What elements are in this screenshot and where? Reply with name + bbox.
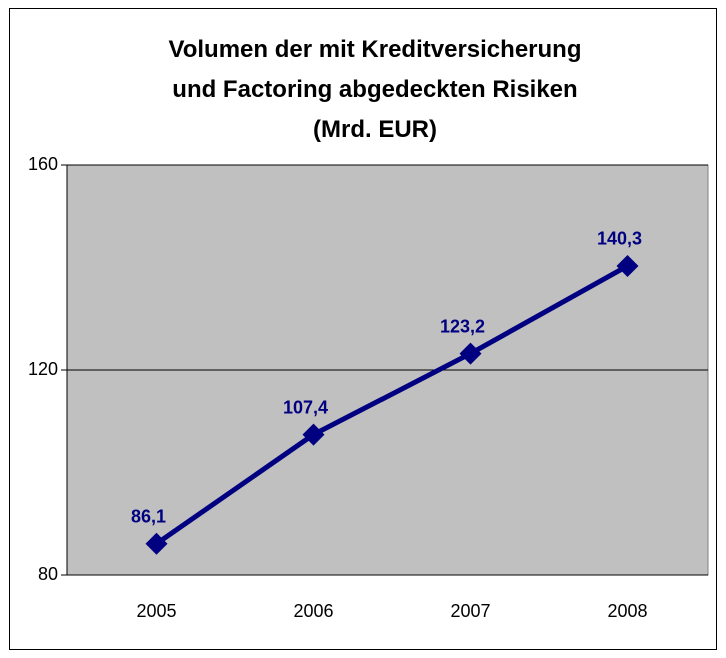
x-tick-label: 2006 — [293, 601, 333, 621]
data-label: 86,1 — [131, 506, 166, 526]
data-label: 123,2 — [440, 316, 485, 336]
y-tick-label: 160 — [28, 154, 58, 174]
x-tick-label: 2007 — [450, 601, 490, 621]
y-tick-label: 80 — [38, 564, 58, 584]
y-tick-label: 120 — [28, 359, 58, 379]
marker — [145, 532, 168, 555]
x-tick-label: 2008 — [607, 601, 647, 621]
marker — [459, 342, 482, 365]
x-tick-label: 2005 — [136, 601, 176, 621]
line — [155, 263, 629, 546]
chart-title: Volumen der mit Kreditversicherung und F… — [168, 36, 582, 143]
marker — [302, 423, 325, 446]
data-label: 107,4 — [283, 397, 328, 417]
marker — [616, 254, 639, 277]
data-label: 140,3 — [597, 229, 642, 249]
